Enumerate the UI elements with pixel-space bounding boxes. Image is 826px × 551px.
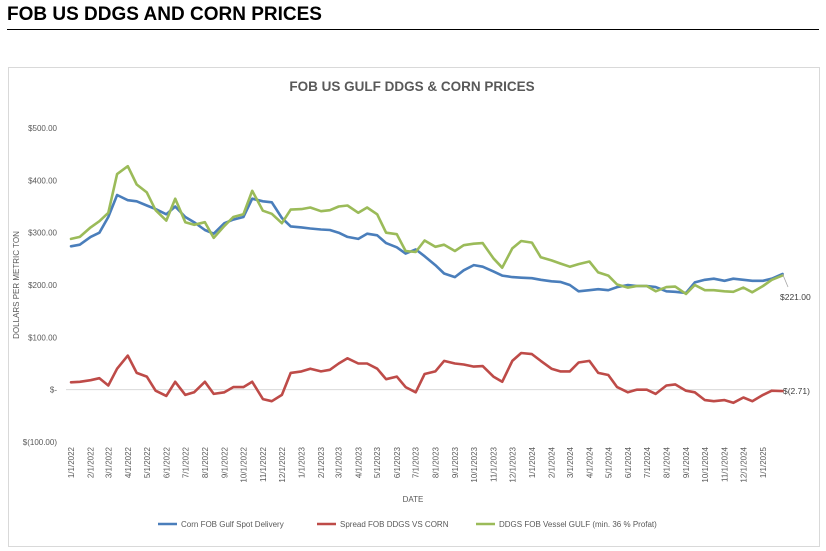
x-tick-label: 5/1/2022 (143, 446, 152, 478)
x-tick-label: 7/1/2024 (643, 446, 652, 478)
x-tick-label: 4/1/2022 (124, 446, 133, 478)
y-tick-label: $500.00 (28, 124, 57, 133)
series-line-1 (69, 351, 784, 405)
x-tick-label: 8/1/2023 (431, 446, 440, 478)
x-tick-label: 2/1/2024 (547, 446, 556, 478)
x-tick-label: 10/1/2024 (701, 446, 710, 482)
legend-entry: Spread FOB DDGS VS CORN (340, 520, 449, 529)
x-tick-label: 12/1/2024 (739, 446, 748, 482)
x-tick-label: 10/1/2023 (470, 446, 479, 482)
x-axis-label: DATE (403, 495, 424, 504)
x-tick-label: 5/1/2023 (373, 446, 382, 478)
chart-frame (8, 67, 820, 547)
x-tick-label: 11/1/2024 (720, 446, 729, 482)
x-tick-label: 3/1/2022 (104, 446, 113, 478)
legend-entry: Corn FOB Gulf Spot Delivery (181, 520, 284, 529)
x-tick-label: 2/1/2023 (317, 446, 326, 478)
series-line-0 (69, 193, 784, 295)
x-tick-label: 1/1/2023 (297, 446, 306, 478)
y-tick-label: $100.00 (28, 333, 57, 342)
x-tick-label: 10/1/2022 (239, 446, 248, 482)
x-tick-label: 7/1/2022 (181, 446, 190, 478)
y-tick-label: $400.00 (28, 176, 57, 185)
x-tick-label: 7/1/2023 (412, 446, 421, 478)
x-tick-label: 4/1/2024 (585, 446, 594, 478)
chart-title: FOB US GULF DDGS & CORN PRICES (289, 79, 534, 94)
y-tick-label: $(100.00) (23, 438, 58, 447)
x-tick-label: 12/1/2022 (278, 446, 287, 482)
x-tick-label: 2/1/2022 (87, 446, 96, 478)
chart-legend: Corn FOB Gulf Spot Delivery Spread FOB DD… (158, 520, 657, 529)
x-axis: 1/1/2022 2/1/2022 3/1/2022 4/1/2022 5/1/2022… (66, 389, 772, 483)
y-tick-label: $200.00 (28, 281, 57, 290)
page-title: FOB US DDGS AND CORN PRICES (7, 4, 322, 25)
series-layer (69, 164, 784, 405)
x-tick-label: 6/1/2022 (162, 446, 171, 478)
x-tick-label: 1/1/2024 (528, 446, 537, 478)
legend-entry: DDGS FOB Vessel GULF (min. 36 % Profat) (499, 520, 657, 529)
x-tick-label: 8/1/2024 (662, 446, 671, 478)
end-labels: $221.00 $(2.71) (780, 273, 811, 396)
x-tick-label: 9/1/2024 (682, 446, 691, 478)
corn-end-value: $221.00 (780, 292, 811, 302)
heading-divider (7, 29, 819, 30)
x-tick-label: 3/1/2023 (335, 446, 344, 478)
y-tick-label: $- (50, 386, 57, 395)
x-tick-label: 11/1/2022 (259, 446, 268, 482)
x-tick-label: 12/1/2023 (508, 446, 517, 482)
corn-end-leader (782, 273, 789, 288)
y-axis-label: DOLLARS PER METRIC TON (12, 231, 21, 339)
x-tick-label: 9/1/2022 (220, 446, 229, 478)
x-tick-label: 4/1/2023 (354, 446, 363, 478)
x-tick-label: 3/1/2024 (566, 446, 575, 478)
x-tick-label: 1/1/2022 (67, 446, 76, 478)
series-line-2 (69, 164, 784, 296)
x-tick-label: 6/1/2024 (624, 446, 633, 478)
x-tick-label: 11/1/2023 (489, 446, 498, 482)
y-axis: $500.00 $400.00 $300.00 $200.00 $100.00 $- $(1… (23, 124, 58, 447)
x-tick-label: 1/1/2025 (759, 446, 768, 478)
spread-end-value: $(2.71) (783, 386, 810, 396)
x-tick-label: 6/1/2023 (393, 446, 402, 478)
x-tick-label: 9/1/2023 (451, 446, 460, 478)
x-tick-label: 8/1/2022 (201, 446, 210, 478)
x-tick-label: 5/1/2024 (604, 446, 613, 478)
y-tick-label: $300.00 (28, 229, 57, 238)
